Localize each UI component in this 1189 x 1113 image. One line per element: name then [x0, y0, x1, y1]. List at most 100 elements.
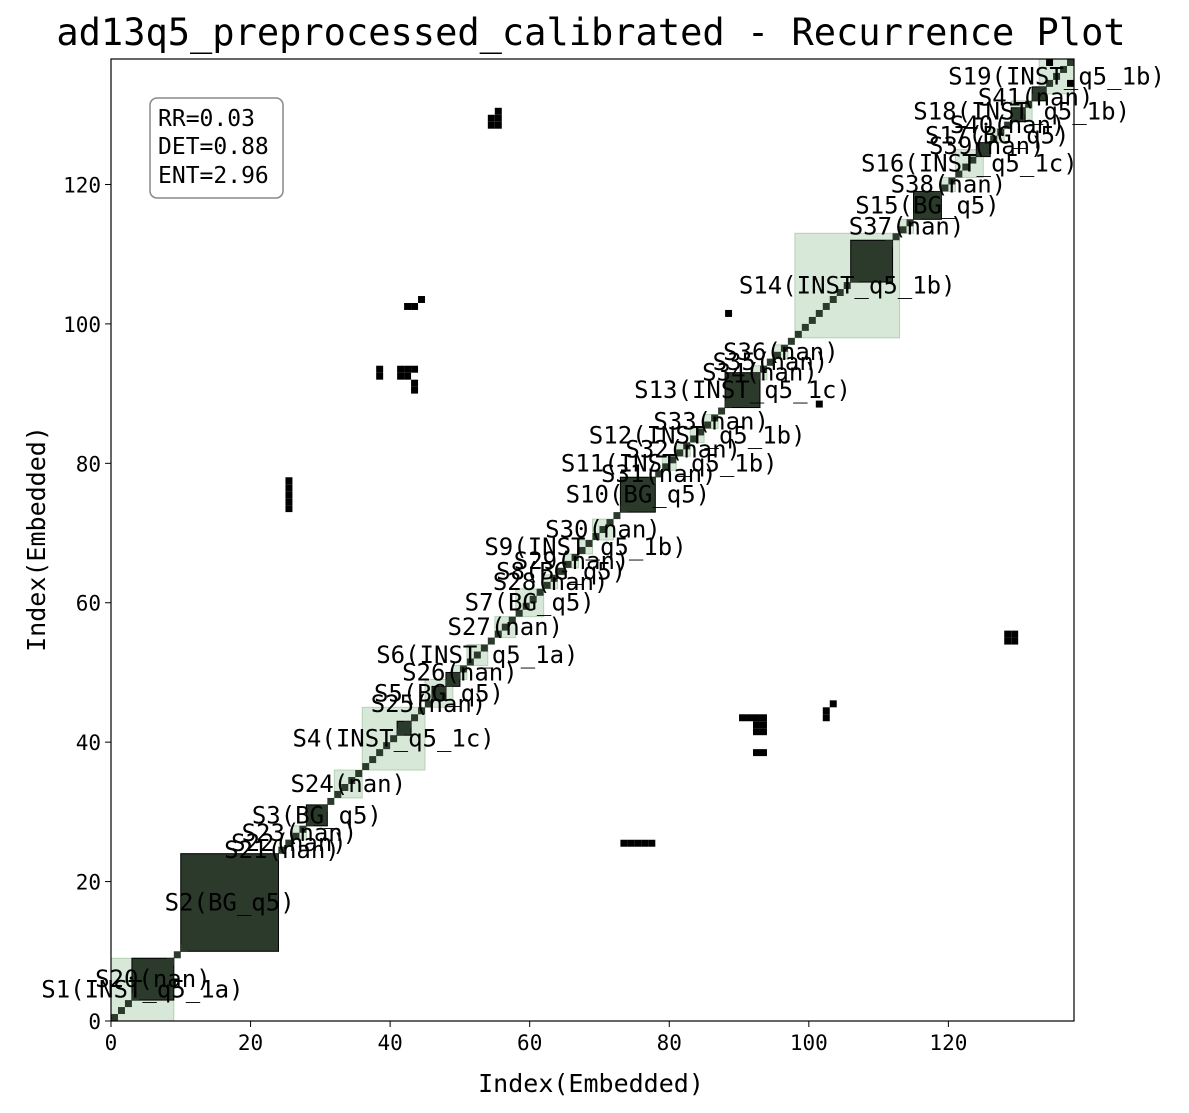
recurrence-point-9: [376, 365, 384, 373]
recurrence-point-38: [822, 714, 830, 722]
diagonal-point: [766, 358, 774, 366]
recurrence-point-19: [285, 491, 293, 499]
x-tick-label-2: 40: [377, 1031, 402, 1055]
diagonal-point: [397, 728, 405, 736]
diagonal-point: [180, 944, 188, 952]
diagonal-point: [285, 839, 293, 847]
x-axis-label: Index(Embedded): [478, 1069, 704, 1098]
recurrence-point-25: [1011, 637, 1019, 645]
segment-label-3: S21(nan): [224, 836, 340, 864]
diagonal-point: [425, 700, 432, 708]
recurrence-point-8: [376, 372, 384, 380]
diagonal-point: [822, 302, 830, 310]
diagonal-point: [836, 289, 844, 297]
recurrence-point-2: [487, 114, 495, 122]
stats-rr: RR=0.03: [158, 106, 255, 132]
recurrence-point-15: [411, 379, 419, 387]
recurrence-point-35: [759, 714, 767, 722]
diagonal-point: [585, 540, 593, 547]
diagonal-point: [983, 142, 991, 150]
y-axis-label: Index(Embedded): [22, 426, 51, 652]
recurrence-point-10: [397, 372, 405, 380]
recurrence-point-27: [1011, 630, 1019, 638]
stats-ent: ENT=2.96: [158, 163, 269, 189]
diagonal-point: [306, 818, 314, 826]
diagonal-point: [829, 296, 837, 303]
diagonal-point: [236, 888, 244, 896]
diagonal-point: [711, 414, 719, 422]
recurrence-point-23: [815, 400, 823, 408]
diagonal-point: [676, 449, 684, 457]
diagonal-point: [494, 630, 502, 638]
diagonal-point: [941, 184, 949, 192]
diagonal-point: [1032, 93, 1040, 101]
diagonal-point: [543, 581, 551, 589]
segment-label-37: S40(nan): [950, 111, 1066, 139]
diagonal-point: [794, 330, 802, 338]
recurrence-point-17: [285, 505, 293, 513]
recurrence-point-14: [411, 365, 419, 373]
diagonal-point: [1067, 59, 1074, 66]
diagonal-point: [536, 588, 544, 596]
diagonal-point: [976, 149, 984, 157]
diagonal-point: [557, 567, 565, 575]
diagonal-point: [250, 874, 258, 882]
diagonal-point: [131, 993, 139, 1001]
diagonal-point: [697, 428, 705, 436]
recurrence-point-20: [285, 484, 293, 492]
diagonal-point: [404, 721, 412, 729]
diagonal-point: [411, 714, 419, 722]
diagonal-point: [229, 895, 237, 903]
recurrence-point-12: [397, 365, 405, 373]
diagonal-point: [320, 804, 328, 812]
diagonal-point: [459, 665, 467, 673]
diagonal-point: [808, 316, 816, 324]
diagonal-point: [243, 881, 251, 889]
diagonal-point: [571, 553, 579, 561]
diagonal-point: [955, 170, 963, 178]
diagonal-point: [634, 491, 642, 499]
diagonal-point: [480, 644, 488, 652]
diagonal-point: [843, 282, 851, 290]
diagonal-point: [383, 742, 391, 750]
diagonal-point: [1046, 79, 1054, 87]
recurrence-point-43: [634, 839, 642, 847]
recurrence-point-29: [753, 721, 760, 729]
diagonal-point: [341, 783, 349, 791]
diagonal-point: [201, 923, 209, 931]
y-tick-label-2: 40: [76, 731, 101, 755]
y-tick-label-1: 20: [76, 871, 101, 895]
diagonal-point: [264, 860, 272, 868]
diagonal-point: [899, 226, 907, 234]
x-tick-label-1: 20: [238, 1031, 263, 1055]
segment-label-19: S30(nan): [545, 516, 661, 544]
recurrence-point-31: [753, 728, 760, 736]
segment-label-23: S32(nan): [625, 435, 741, 463]
recurrence-point-24: [1004, 637, 1012, 645]
diagonal-point: [864, 261, 872, 269]
segment-label-10: S5(BG_q5): [374, 679, 504, 707]
recurrence-point-7: [418, 296, 426, 303]
diagonal-point: [690, 435, 698, 443]
diagonal-point: [920, 205, 928, 213]
stats-det: DET=0.88: [158, 134, 269, 160]
segment-label-5: S23(nan): [242, 819, 358, 847]
segment-label-7: S24(nan): [290, 770, 406, 798]
diagonal-point: [208, 916, 216, 924]
segment-label-25: S33(nan): [653, 407, 769, 435]
diagonal-point: [466, 658, 474, 666]
diagonal-point: [704, 421, 712, 429]
x-tick-label-5: 100: [790, 1031, 828, 1055]
x-tick-label-4: 80: [657, 1031, 682, 1055]
segment-label-1: S20(nan): [95, 965, 211, 993]
recurrence-point-45: [648, 839, 656, 847]
diagonal-point: [969, 156, 977, 164]
diagonal-point: [1039, 86, 1047, 94]
diagonal-point: [271, 853, 279, 861]
segment-label-31: S37(nan): [849, 212, 965, 240]
y-tick-label-4: 80: [76, 452, 101, 476]
recurrence-point-36: [753, 749, 760, 757]
diagonal-point: [515, 609, 523, 617]
diagonal-point: [1011, 114, 1019, 122]
